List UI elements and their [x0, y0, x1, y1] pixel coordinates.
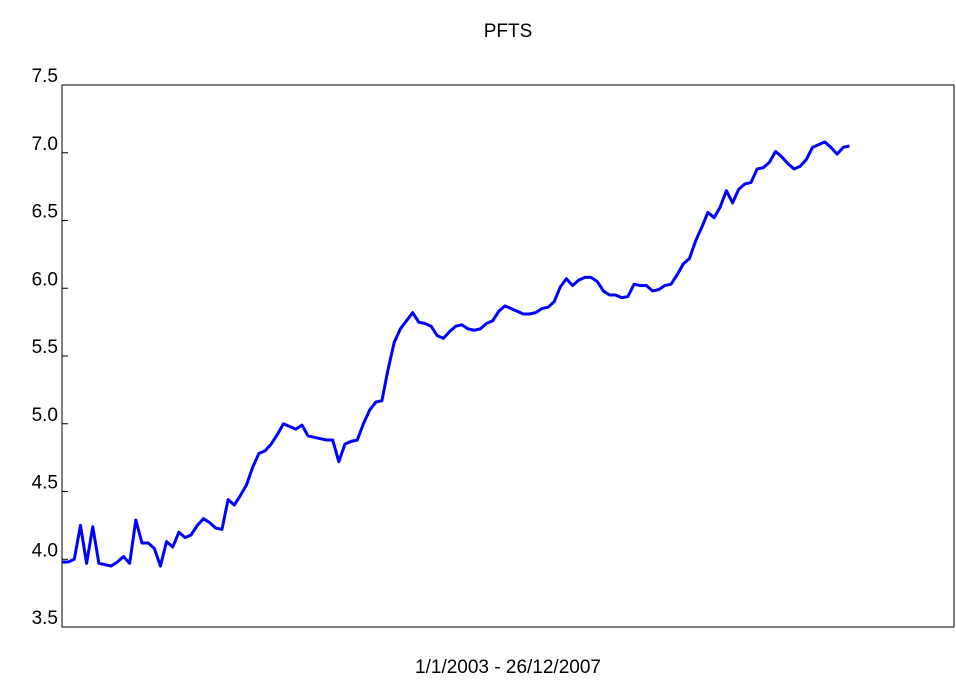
- y-tick-label: 7.5: [32, 66, 58, 87]
- y-tick-label: 5.0: [32, 405, 58, 426]
- x-axis-label: 1/1/2003 - 26/12/2007: [415, 657, 601, 678]
- y-tick-label: 4.5: [32, 473, 58, 494]
- y-tick-label: 6.5: [32, 202, 58, 223]
- plot-frame: [61, 84, 955, 628]
- y-tick-label: 3.5: [32, 608, 58, 629]
- chart-title: PFTS: [484, 21, 533, 42]
- y-tick-label: 6.0: [32, 269, 58, 290]
- y-tick-label: 7.0: [32, 134, 58, 155]
- y-tick-label: 4.0: [32, 540, 58, 561]
- data-line: [62, 140, 850, 568]
- y-tick-label: 5.5: [32, 337, 58, 358]
